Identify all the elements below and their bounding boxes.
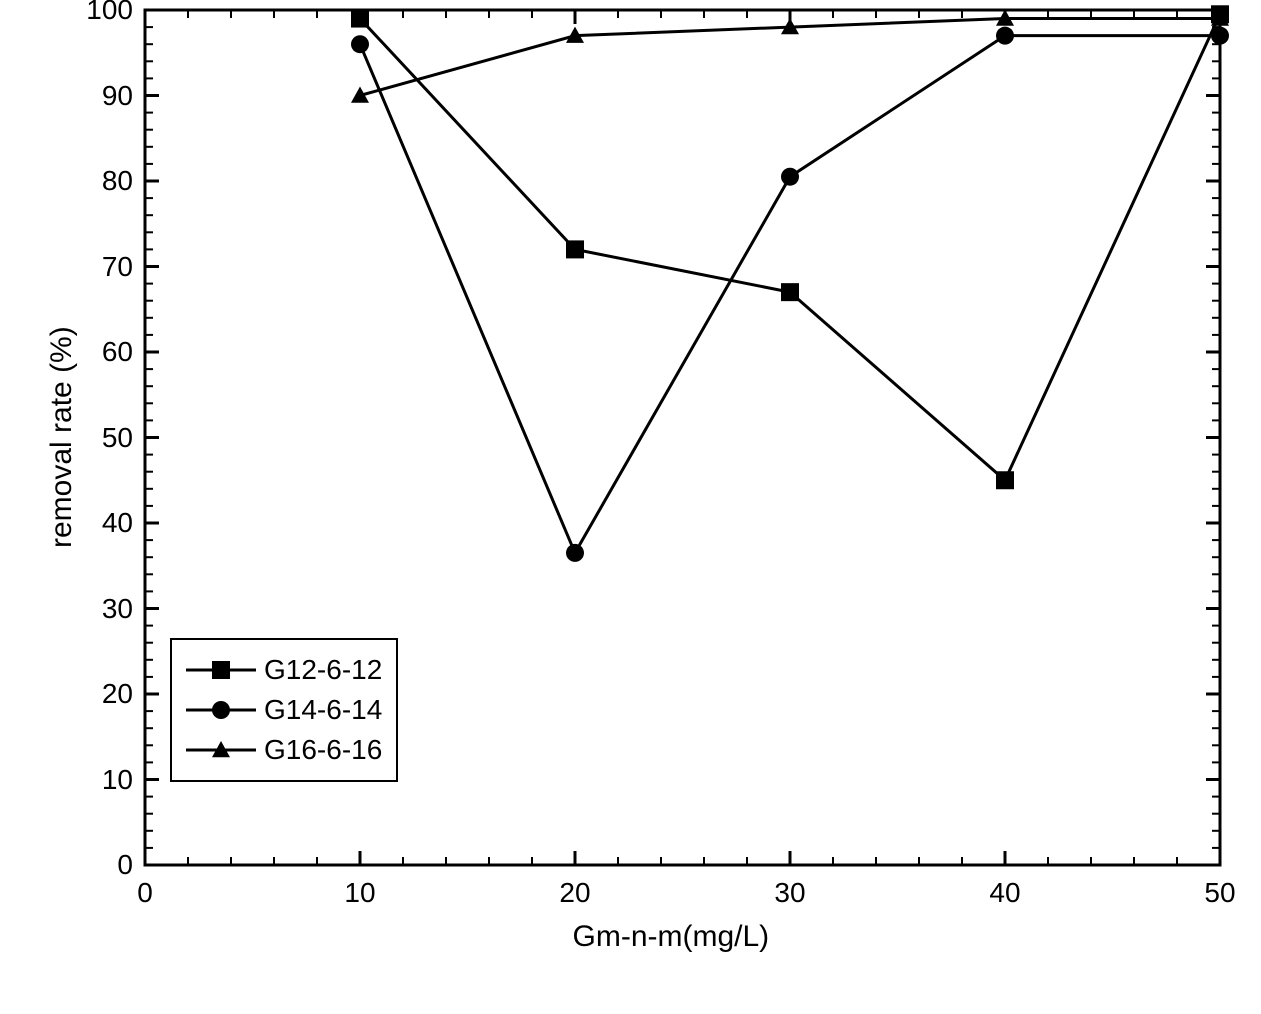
y-tick-label: 10 xyxy=(102,764,133,796)
x-tick-label: 40 xyxy=(985,877,1025,909)
marker-G12-6-12-2 xyxy=(781,283,799,301)
y-tick-label: 90 xyxy=(102,80,133,112)
legend-row: G16-6-16 xyxy=(186,730,382,770)
legend-marker-cell xyxy=(186,690,256,730)
marker-G14-6-14-2 xyxy=(781,168,799,186)
series-line-G12-6-12 xyxy=(360,14,1220,480)
y-tick-label: 0 xyxy=(117,849,133,881)
y-tick-label: 50 xyxy=(102,422,133,454)
y-tick-label: 20 xyxy=(102,678,133,710)
x-tick-label: 50 xyxy=(1200,877,1240,909)
x-axis-label: Gm-n-m(mg/L) xyxy=(573,920,770,954)
marker-G14-6-14-0 xyxy=(351,35,369,53)
legend-marker-circle xyxy=(212,701,230,719)
y-tick-label: 40 xyxy=(102,507,133,539)
legend-row: G14-6-14 xyxy=(186,690,382,730)
legend-label: G14-6-14 xyxy=(264,694,382,726)
chart-svg xyxy=(0,0,1261,1009)
x-tick-label: 10 xyxy=(340,877,380,909)
legend-label: G12-6-12 xyxy=(264,654,382,686)
y-tick-label: 70 xyxy=(102,251,133,283)
marker-G14-6-14-1 xyxy=(566,544,584,562)
marker-G12-6-12-3 xyxy=(996,471,1014,489)
y-tick-label: 80 xyxy=(102,165,133,197)
x-tick-label: 30 xyxy=(770,877,810,909)
legend-label: G16-6-16 xyxy=(264,734,382,766)
marker-G12-6-12-1 xyxy=(566,240,584,258)
x-tick-label: 0 xyxy=(125,877,165,909)
legend-marker-cell xyxy=(186,730,256,770)
y-tick-label: 60 xyxy=(102,336,133,368)
marker-G14-6-14-4 xyxy=(1211,27,1229,45)
marker-G14-6-14-3 xyxy=(996,27,1014,45)
y-axis-label: removal rate (%) xyxy=(45,326,79,548)
chart-container: 0 10 20 30 40 50 0 10 20 30 40 50 60 70 80 90 100 Gm-n-m(… xyxy=(0,0,1261,1009)
x-tick-label: 20 xyxy=(555,877,595,909)
legend-marker-square xyxy=(212,661,230,679)
marker-G12-6-12-0 xyxy=(351,10,369,28)
y-tick-label: 30 xyxy=(102,593,133,625)
legend: G12-6-12 G14-6-14 G16-6-16 xyxy=(170,638,398,782)
legend-row: G12-6-12 xyxy=(186,650,382,690)
legend-marker-cell xyxy=(186,650,256,690)
y-tick-label: 100 xyxy=(86,0,133,26)
